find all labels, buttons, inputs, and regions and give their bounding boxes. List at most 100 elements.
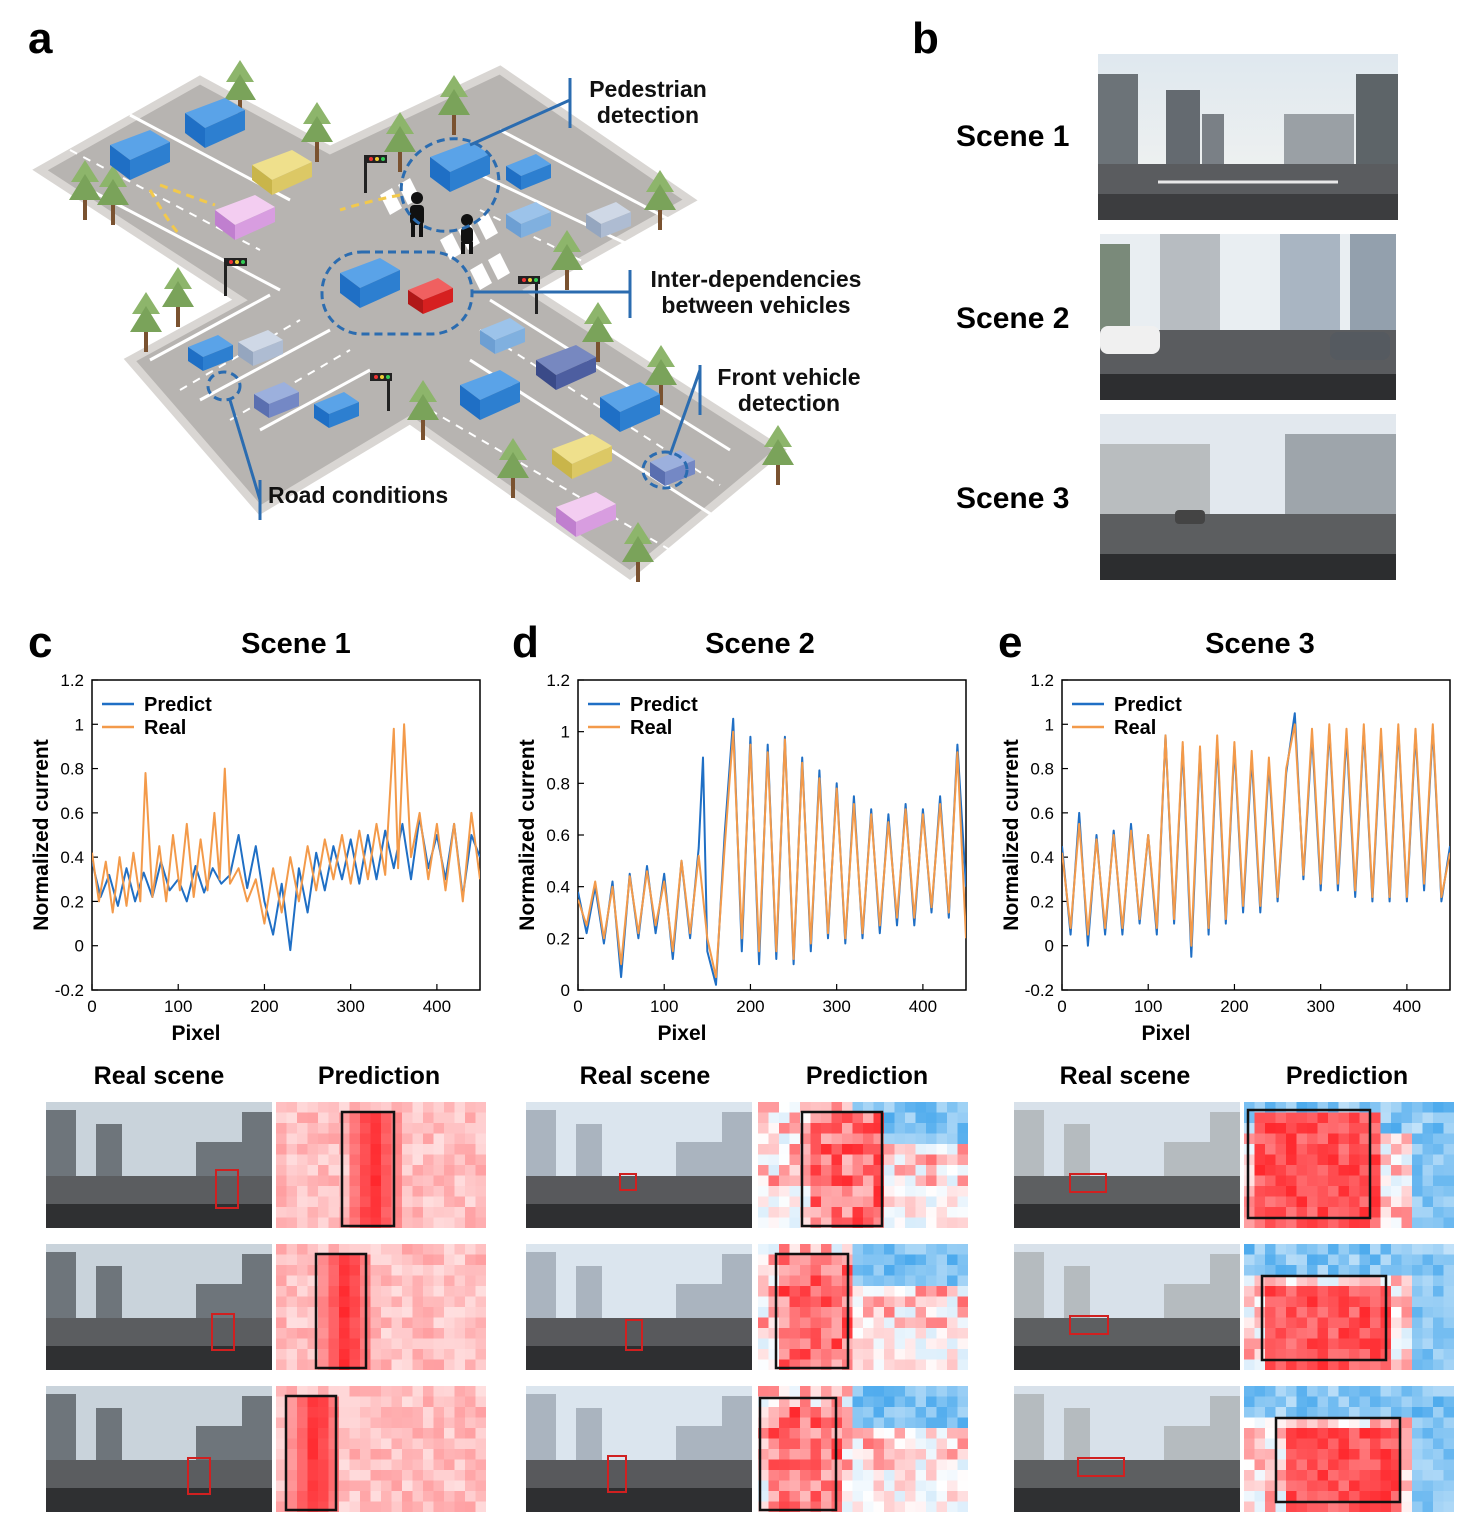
y-tick-label: 0.2 (546, 929, 570, 948)
panel-letter-c: c (28, 618, 53, 667)
y-tick-label: 0.2 (60, 892, 84, 911)
scene-photo-2 (1100, 234, 1396, 400)
y-tick-label: 1.2 (60, 671, 84, 690)
prediction-box-black (800, 1110, 884, 1228)
chart-title-scene-1: Scene 1 (241, 628, 351, 660)
scene-photo-1 (1098, 54, 1398, 220)
x-tick-label: 200 (250, 997, 278, 1016)
real-scene-thumbnail (526, 1244, 752, 1370)
y-tick-label: 0.6 (60, 804, 84, 823)
callout-inter-line1: Inter-dependencies (650, 266, 862, 292)
traffic-illustration (30, 30, 900, 590)
chart-title-scene-2: Scene 2 (705, 628, 815, 660)
x-tick-label: 0 (1057, 997, 1066, 1016)
prediction-heatmap (758, 1102, 968, 1228)
panel-letter-b: b (912, 14, 939, 63)
prediction-box-black (284, 1394, 338, 1512)
prediction-heatmap (1244, 1102, 1454, 1228)
y-tick-label: 0.6 (546, 826, 570, 845)
x-tick-label: 100 (164, 997, 192, 1016)
y-tick-label: 1 (1045, 715, 1054, 734)
intersection-drawing (32, 60, 794, 582)
panel-letter-a: a (28, 14, 53, 63)
y-tick-label: 0.4 (1030, 848, 1054, 867)
x-tick-label: 300 (822, 997, 850, 1016)
callout-road-line1: Road conditions (268, 482, 449, 508)
legend-label-predict: Predict (630, 694, 698, 716)
x-tick-label: 400 (909, 997, 937, 1016)
x-axis-label: Pixel (1141, 1022, 1190, 1045)
x-axis-label: Pixel (657, 1022, 706, 1045)
real-scene-thumbnail (46, 1386, 272, 1512)
prediction-heatmap (1244, 1386, 1454, 1512)
y-axis-label: Normalized current (30, 739, 53, 930)
series-line-real (578, 730, 966, 979)
legend-label-real: Real (144, 717, 186, 739)
y-tick-label: 0.4 (546, 878, 570, 897)
detection-box-red (215, 1169, 239, 1209)
legend-label-real: Real (630, 717, 672, 739)
real-scene-thumbnail (1014, 1102, 1240, 1228)
y-tick-label: 0.2 (1030, 892, 1054, 911)
legend-label-predict: Predict (144, 694, 212, 716)
callout-pedestrian: Pedestrian detection (568, 76, 728, 128)
legend-label-real: Real (1114, 717, 1156, 739)
callout-pedestrian-line1: Pedestrian (589, 76, 707, 102)
panel-letter-d: d (512, 618, 539, 667)
detection-box-red (1069, 1315, 1109, 1335)
detection-box-red (1077, 1457, 1125, 1477)
y-tick-label: 1 (75, 715, 84, 734)
callout-front-vehicle: Front vehicle detection (704, 364, 874, 416)
pedestrian-icons (410, 192, 473, 254)
x-axis-label: Pixel (171, 1022, 220, 1045)
x-tick-label: 400 (1393, 997, 1421, 1016)
tree-icons (69, 60, 794, 582)
series-line-real (92, 723, 480, 925)
y-tick-label: 1 (561, 723, 570, 742)
line-chart-scene-2: 0 100 200 300 400 0 0.2 0.4 0.6 0.8 1 1.2 Pixel Norma… (516, 671, 967, 1045)
detection-box-red (625, 1319, 643, 1351)
prediction-box-black (1246, 1108, 1372, 1220)
y-tick-label: 0.8 (60, 760, 84, 779)
x-tick-label: 100 (650, 997, 678, 1016)
callout-road-conditions: Road conditions (268, 482, 478, 508)
prediction-heatmap (276, 1386, 486, 1512)
x-tick-label: 200 (1220, 997, 1248, 1016)
x-tick-label: 0 (573, 997, 582, 1016)
prediction-box-black (340, 1110, 396, 1228)
y-tick-label: 1.2 (1030, 671, 1054, 690)
y-tick-label: 0 (1045, 937, 1054, 956)
series-line-real (1062, 723, 1450, 947)
real-scene-thumbnail (1014, 1386, 1240, 1512)
x-tick-label: 300 (1306, 997, 1334, 1016)
line-chart-scene-3: 0 100 200 300 400-0.200.20.40.60.811.2PixelN… (1000, 671, 1451, 1045)
col-head-real-c: Real scene (93, 1062, 225, 1090)
y-axis-label: Normalized current (1000, 739, 1023, 930)
y-axis-label: Normalized current (516, 739, 539, 930)
y-tick-label: 0.4 (60, 848, 84, 867)
real-scene-thumbnail (1014, 1244, 1240, 1370)
prediction-heatmap (758, 1244, 968, 1370)
prediction-box-black (314, 1252, 368, 1370)
y-tick-label: 0.6 (1030, 804, 1054, 823)
chart-title-scene-3: Scene 3 (1205, 628, 1315, 660)
real-scene-thumbnail (46, 1102, 272, 1228)
vehicle-icons (110, 98, 695, 537)
prediction-box-black (1274, 1416, 1402, 1504)
y-tick-label: 0 (561, 981, 570, 1000)
callout-front-line2: detection (737, 390, 841, 416)
callout-front-line1: Front vehicle (717, 364, 861, 390)
prediction-box-black (774, 1252, 850, 1370)
col-head-prediction-e: Prediction (1285, 1062, 1409, 1090)
callout-inter-line2: between vehicles (661, 292, 851, 318)
prediction-box-black (758, 1396, 838, 1512)
prediction-heatmap (1244, 1244, 1454, 1370)
real-scene-thumbnail (526, 1102, 752, 1228)
line-chart-scene-1: 0 100 200 300 400-0.200.20.40.60.811.2PixelN… (30, 671, 481, 1045)
legend-label-predict: Predict (1114, 694, 1182, 716)
col-head-real-d: Real scene (579, 1062, 711, 1090)
col-head-real-e: Real scene (1059, 1062, 1191, 1090)
prediction-heatmap (276, 1102, 486, 1228)
series-line-predict (92, 816, 480, 952)
panel-letter-e: e (998, 618, 1023, 667)
